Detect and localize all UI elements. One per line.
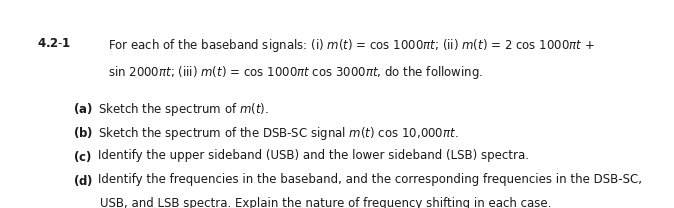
Text: $\mathbf{(b)}$: $\mathbf{(b)}$ bbox=[73, 125, 93, 140]
Text: $\mathbf{(d)}$: $\mathbf{(d)}$ bbox=[73, 173, 93, 188]
Text: Identify the upper sideband (USB) and the lower sideband (LSB) spectra.: Identify the upper sideband (USB) and th… bbox=[98, 149, 529, 162]
Text: Sketch the spectrum of the DSB-SC signal $m(t)$ cos 10,000$\pi t$.: Sketch the spectrum of the DSB-SC signal… bbox=[98, 125, 459, 142]
Text: USB, and LSB spectra. Explain the nature of frequency shifting in each case.: USB, and LSB spectra. Explain the nature… bbox=[100, 197, 551, 208]
Text: $\mathbf{(c)}$: $\mathbf{(c)}$ bbox=[73, 149, 92, 164]
Text: sin 2000$\pi t$; (iii) $m(t)$ = cos 1000$\pi t$ cos 3000$\pi t$, do the followin: sin 2000$\pi t$; (iii) $m(t)$ = cos 1000… bbox=[108, 64, 483, 82]
Text: Identify the frequencies in the baseband, and the corresponding frequencies in t: Identify the frequencies in the baseband… bbox=[98, 173, 642, 186]
Text: $\mathbf{(a)}$: $\mathbf{(a)}$ bbox=[73, 101, 92, 116]
Text: Sketch the spectrum of $m(t)$.: Sketch the spectrum of $m(t)$. bbox=[98, 101, 270, 118]
Text: For each of the baseband signals: (i) $m(t)$ = cos 1000$\pi t$; (ii) $m(t)$ = 2 : For each of the baseband signals: (i) $m… bbox=[108, 37, 594, 54]
Text: $\mathbf{4.2\text{-}1}$: $\mathbf{4.2\text{-}1}$ bbox=[37, 37, 71, 50]
